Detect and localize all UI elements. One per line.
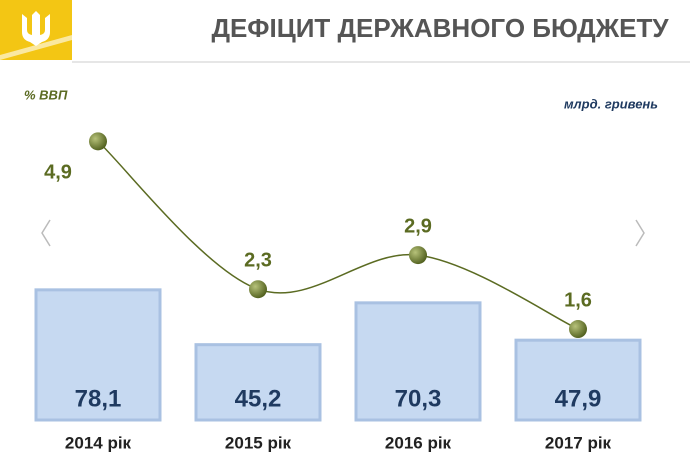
line-marker (569, 320, 587, 339)
x-tick-label: 2015 рік (225, 433, 292, 452)
bar-value-label: 45,2 (235, 385, 282, 412)
line-marker (89, 132, 107, 151)
bar (34, 288, 162, 422)
line-value-label: 2,9 (404, 215, 432, 237)
line-value-label: 4,9 (44, 162, 72, 184)
chart-title: ДЕФІЦИТ ДЕРЖАВНОГО БЮДЖЕТУ (211, 13, 669, 43)
logo (0, 0, 72, 60)
line-marker (409, 246, 427, 265)
x-tick-label: 2017 рік (545, 433, 612, 452)
line-value-label: 2,3 (244, 249, 272, 271)
bar-value-label: 78,1 (75, 385, 122, 412)
next-arrow[interactable] (635, 219, 645, 247)
bar (514, 338, 642, 422)
bar (194, 343, 322, 422)
y2-axis-label: % ВВП (24, 87, 68, 102)
x-tick-label: 2016 рік (385, 433, 452, 452)
bar (354, 301, 482, 422)
y-axis-label: млрд. гривень (564, 96, 658, 111)
bar-value-label: 70,3 (395, 385, 442, 412)
line-value-label: 1,6 (564, 289, 592, 311)
line (97, 140, 579, 330)
line-marker (249, 280, 267, 299)
prev-arrow[interactable] (41, 219, 51, 247)
x-tick-label: 2014 рік (65, 433, 132, 452)
bar-value-label: 47,9 (555, 385, 602, 412)
